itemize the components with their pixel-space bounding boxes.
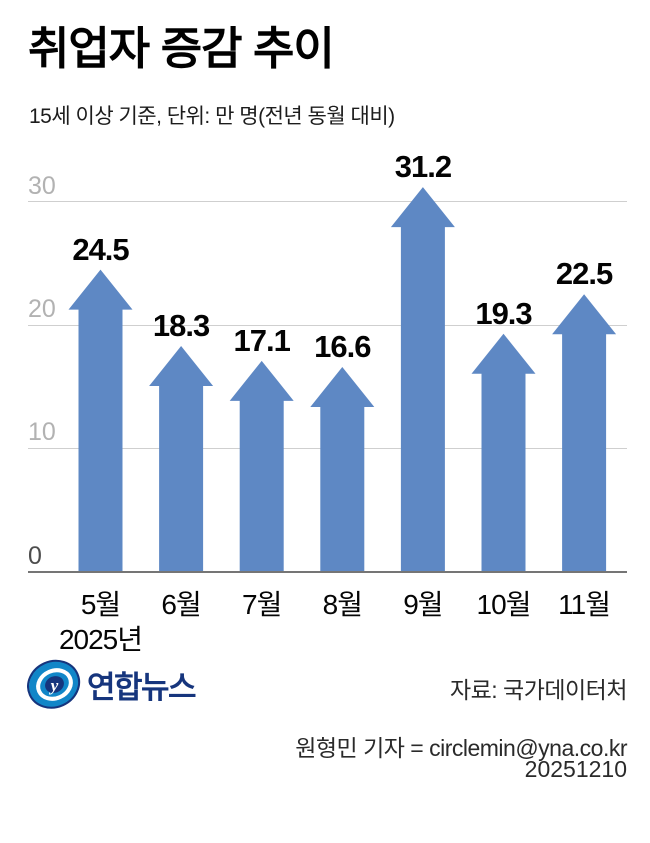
bar-arrow-11월: [552, 294, 617, 573]
page-title: 취업자 증감 추이: [28, 23, 335, 74]
bar-arrow-6월: [149, 346, 214, 573]
bar-value-label-9월: 31.2: [394, 149, 452, 185]
bar-value-label-7월: 17.1: [233, 322, 291, 358]
bar-arrow-10월: [471, 333, 536, 573]
x-tick-label-11월: 11월: [558, 589, 611, 620]
bar-value-label-11월: 22.5: [555, 256, 613, 292]
bar-value-label-6월: 18.3: [152, 308, 210, 344]
bar-value-label-8월: 16.6: [314, 328, 371, 364]
yonhap-globe-icon: y: [27, 659, 81, 709]
y-tick-label-30: 30: [28, 171, 56, 200]
bar-arrow-5월: [68, 269, 133, 573]
bar-value-label-5월: 24.5: [72, 231, 129, 267]
chart-subtitle: 15세 이상 기준, 단위: 만 명(전년 동월 대비): [29, 105, 395, 128]
x-tick-label-5월: 5월: [80, 589, 121, 620]
credit-text: 원형민 기자 = circlemin@yna.co.kr: [295, 735, 627, 761]
bar-arrow-7월: [229, 360, 294, 573]
svg-text:y: y: [49, 676, 59, 695]
y-tick-label-20: 20: [28, 295, 56, 324]
bar-arrow-9월: [390, 187, 455, 573]
bar-arrow-8월: [310, 366, 375, 573]
gridline-20: [28, 324, 627, 326]
source-text: 자료: 국가데이터처: [449, 677, 628, 703]
x-tick-label-8월: 8월: [322, 589, 363, 620]
y-tick-label-0: 0: [28, 541, 42, 570]
x-tick-label-9월: 9월: [403, 589, 443, 620]
date-text: 20251210: [524, 756, 627, 782]
logo-text: 연합뉴스: [87, 670, 197, 705]
x-tick-label-7월: 7월: [242, 589, 282, 620]
y-tick-label-10: 10: [28, 418, 56, 447]
x-tick-label-6월: 6월: [161, 589, 201, 620]
x-axis-year-label: 2025년: [58, 624, 143, 655]
x-axis-line: [28, 570, 627, 573]
bar-value-label-10월: 19.3: [475, 295, 532, 331]
x-tick-label-10월: 10월: [476, 589, 532, 620]
yonhap-logo: y 연합뉴스: [27, 657, 197, 712]
gridline-30: [28, 201, 627, 203]
